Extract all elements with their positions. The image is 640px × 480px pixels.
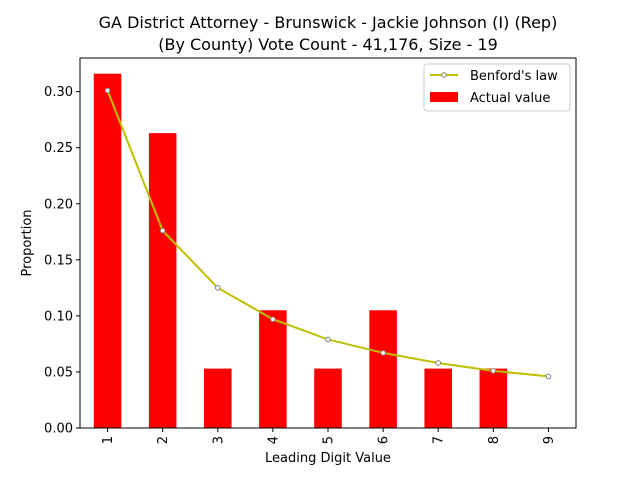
bar-digit-1 [93, 73, 122, 428]
legend-label-benford: Benford's law [470, 69, 558, 84]
x-tick-label: 8 [487, 436, 502, 444]
bars-layer [93, 73, 508, 428]
y-tick-label: 0.15 [44, 253, 73, 268]
x-tick-label: 1 [101, 436, 116, 444]
chart-title-line-2: (By County) Vote Count - 41,176, Size - … [158, 35, 498, 54]
y-axis-label: Proportion [20, 209, 35, 276]
legend-label-actual: Actual value [470, 91, 550, 106]
benford-point-3 [214, 285, 221, 291]
bar-digit-7 [424, 368, 452, 428]
y-tick-label: 0.00 [44, 422, 73, 437]
chart-title-line-1: GA District Attorney - Brunswick - Jacki… [99, 13, 558, 32]
bar-digit-8 [479, 368, 508, 428]
x-axis-label: Leading Digit Value [265, 451, 391, 466]
benford-point-5 [325, 336, 331, 343]
x-tick-label: 7 [432, 436, 447, 444]
bar-digit-5 [314, 368, 342, 428]
benford-point-7 [435, 360, 442, 366]
y-tick-label: 0.20 [44, 197, 73, 212]
bar-digit-4 [259, 310, 287, 428]
x-tick-label: 3 [211, 436, 226, 444]
legend: Benford's law Actual value [423, 63, 571, 112]
bar-digit-3 [204, 368, 232, 428]
x-tick-label: 9 [542, 436, 557, 444]
y-tick-label: 0.05 [44, 365, 73, 380]
x-tick-label: 4 [266, 436, 281, 444]
legend-box [423, 63, 571, 112]
x-tick-label: 6 [377, 436, 392, 444]
bar-digit-2 [148, 133, 177, 428]
benford-point-6 [380, 350, 386, 356]
benford-point-1 [104, 87, 111, 94]
y-axis-ticks: 0.00 0.05 0.10 0.15 0.20 0.25 0.30 [44, 85, 80, 437]
bar-digit-6 [369, 310, 397, 428]
y-tick-label: 0.25 [44, 141, 73, 156]
benford-point-2 [159, 227, 166, 234]
y-tick-label: 0.10 [44, 309, 73, 324]
benford-point-9 [545, 373, 552, 380]
legend-bar-swatch [430, 92, 458, 102]
benford-point-8 [490, 368, 497, 374]
legend-line-marker [441, 72, 447, 78]
x-tick-label: 2 [156, 436, 171, 444]
benford-point-4 [270, 316, 276, 323]
y-tick-label: 0.30 [44, 85, 73, 100]
x-axis-ticks: 1 2 3 4 5 6 7 8 9 [101, 428, 557, 444]
x-tick-label: 5 [322, 436, 337, 444]
benford-line-layer [104, 87, 552, 380]
